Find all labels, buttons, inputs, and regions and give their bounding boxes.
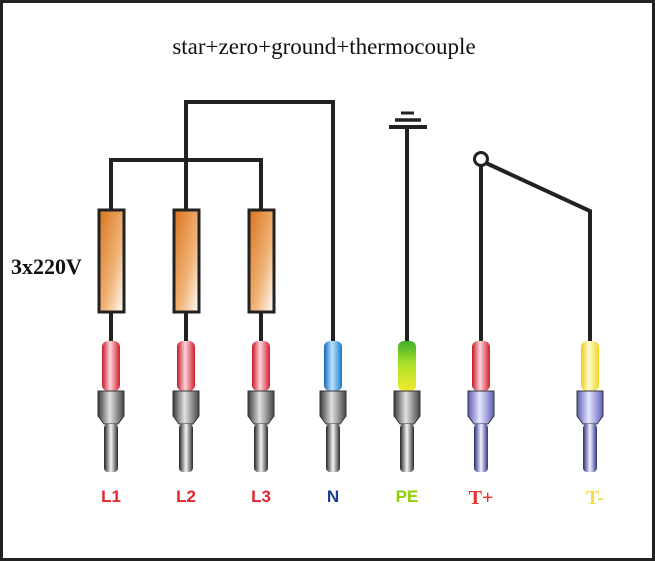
terminal-l2: L2	[172, 341, 200, 506]
terminal-n: N	[319, 341, 347, 506]
tminus-wire	[483, 160, 592, 343]
ground-symbol	[389, 111, 427, 129]
l3-sleeve	[252, 341, 270, 391]
l3-pin	[254, 424, 268, 472]
tplus-sleeve	[472, 341, 490, 391]
wiring-diagram: star+zero+ground+thermocouple 3x220V	[11, 34, 604, 509]
tplus-plug	[467, 390, 495, 425]
l2-pin	[179, 424, 193, 472]
n-plug	[319, 390, 347, 425]
voltage-label: 3x220V	[11, 254, 82, 279]
pe-sleeve	[398, 341, 416, 391]
terminal-label-tplus: T+	[469, 487, 494, 509]
pe-pin	[400, 424, 414, 472]
n-sleeve	[324, 341, 342, 391]
pe-plug	[393, 390, 421, 425]
n-pin	[326, 424, 340, 472]
l1-pin	[104, 424, 118, 472]
terminal-label-l3: L3	[251, 487, 271, 506]
terminal-tminus: T-	[576, 341, 604, 509]
thermocouple-switch-icon	[473, 151, 489, 167]
terminal-pe: PE	[393, 341, 421, 506]
terminal-label-tminus: T-	[586, 487, 604, 509]
tplus-pin	[474, 424, 488, 472]
l1-plug	[97, 390, 125, 425]
terminal-label-l1: L1	[101, 487, 121, 506]
heater-2	[172, 208, 201, 314]
wiring	[109, 100, 592, 343]
l3-plug	[247, 390, 275, 425]
tminus-plug	[576, 390, 604, 425]
terminal-l1: L1	[97, 341, 125, 506]
heater-1	[97, 208, 126, 314]
terminal-l3: L3	[247, 341, 275, 506]
l2-plug	[172, 390, 200, 425]
terminal-tplus: T+	[467, 341, 495, 509]
tminus-pin	[583, 424, 597, 472]
heaters	[97, 208, 276, 314]
l1-sleeve	[102, 341, 120, 391]
heater-3	[247, 208, 276, 314]
terminal-label-pe: PE	[396, 487, 419, 506]
terminal-label-n: N	[327, 487, 339, 506]
tminus-sleeve	[581, 341, 599, 391]
l2-sleeve	[177, 341, 195, 391]
neutral-wire	[184, 100, 335, 343]
diagram-title: star+zero+ground+thermocouple	[172, 34, 475, 59]
terminal-label-l2: L2	[176, 487, 196, 506]
